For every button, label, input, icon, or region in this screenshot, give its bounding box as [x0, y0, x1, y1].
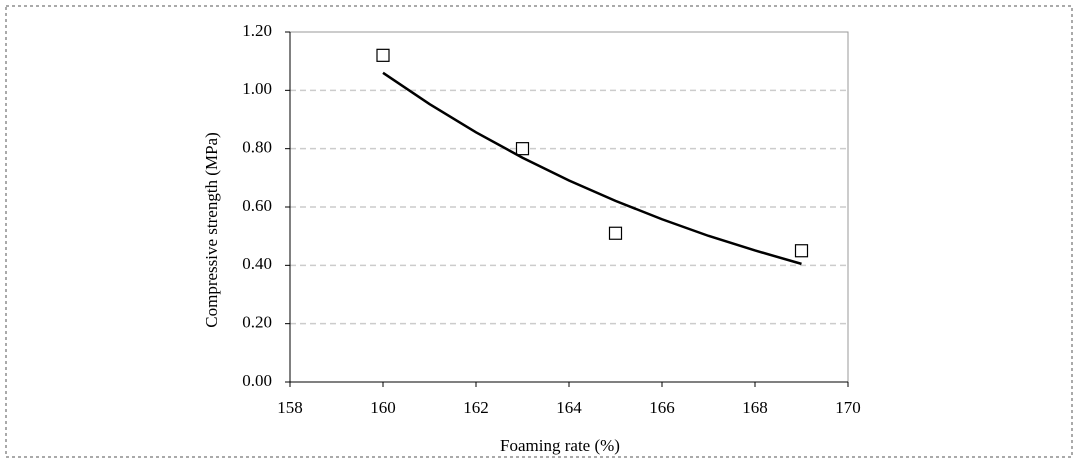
x-tick-label: 166	[649, 398, 675, 417]
x-tick-label: 168	[742, 398, 768, 417]
y-axis-title: Compressive strength (MPa)	[202, 132, 221, 327]
trend-line	[382, 71, 802, 266]
x-tick-label: 162	[463, 398, 489, 417]
x-tick-label: 170	[835, 398, 861, 417]
data-point	[608, 226, 623, 240]
y-tick-label: 0.60	[242, 196, 272, 215]
y-tick-label: 1.20	[242, 21, 272, 40]
frame	[5, 5, 1073, 458]
data-point	[515, 142, 530, 156]
x-axis-title: Foaming rate (%)	[500, 436, 620, 455]
data-point	[794, 244, 809, 258]
y-tick-label: 0.40	[242, 254, 272, 273]
x-tick-label: 160	[370, 398, 396, 417]
y-tick-label: 0.00	[242, 371, 272, 390]
x-tick-label: 158	[277, 398, 303, 417]
y-tick-label: 1.00	[242, 79, 272, 98]
y-tick-label: 0.80	[242, 138, 272, 157]
data-point	[376, 48, 390, 62]
y-tick-label: 0.20	[242, 313, 272, 332]
x-tick-label: 164	[556, 398, 582, 417]
